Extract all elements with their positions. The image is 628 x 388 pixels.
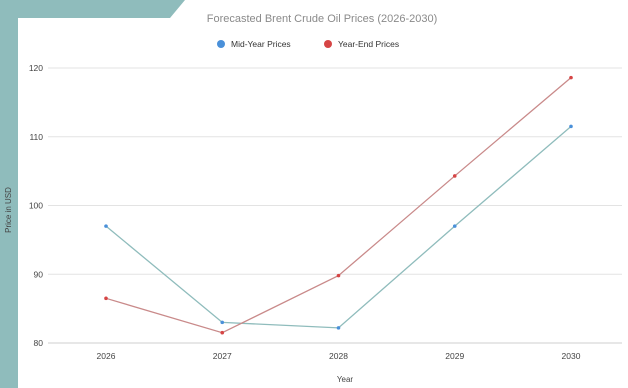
data-point [569,124,573,129]
y-tick-label: 90 [34,269,44,279]
legend-label-mid-year: Mid-Year Prices [231,39,291,49]
x-tick-label: 2026 [97,351,116,361]
legend-marker-year-end [324,40,332,48]
series-line [105,125,572,329]
y-tick-label: 100 [29,201,43,211]
grid [48,67,622,344]
data-point [336,326,341,330]
series-0 [104,124,573,330]
x-tick-label: 2030 [562,351,581,361]
x-tick-label: 2029 [445,351,464,361]
chart-title: Forecasted Brent Crude Oil Prices (2026-… [207,13,438,25]
x-tick-label: 2027 [213,351,232,361]
data-point [336,273,341,278]
data-point [220,320,225,325]
y-axis-label: Price in USD [4,187,13,233]
data-point [104,296,108,301]
data-point [220,330,225,335]
data-point [104,224,108,228]
y-tick-label: 110 [29,132,43,142]
y-axis-ticks: 80 90 100 110 120 [29,63,43,348]
series [104,75,573,335]
y-tick-label: 120 [29,63,43,73]
x-tick-label: 2028 [329,351,348,361]
y-tick-label: 80 [34,338,44,348]
data-point [452,174,457,178]
x-axis-ticks: 2026 2027 2028 2029 2030 [97,351,581,361]
corner-accent [0,0,185,388]
series-1 [104,75,573,335]
legend: Mid-Year Prices Year-End Prices [217,39,399,49]
legend-marker-mid-year [217,40,225,48]
data-point [452,224,457,228]
x-axis-label: Year [337,375,354,384]
data-point [569,75,573,80]
legend-label-year-end: Year-End Prices [338,39,399,49]
